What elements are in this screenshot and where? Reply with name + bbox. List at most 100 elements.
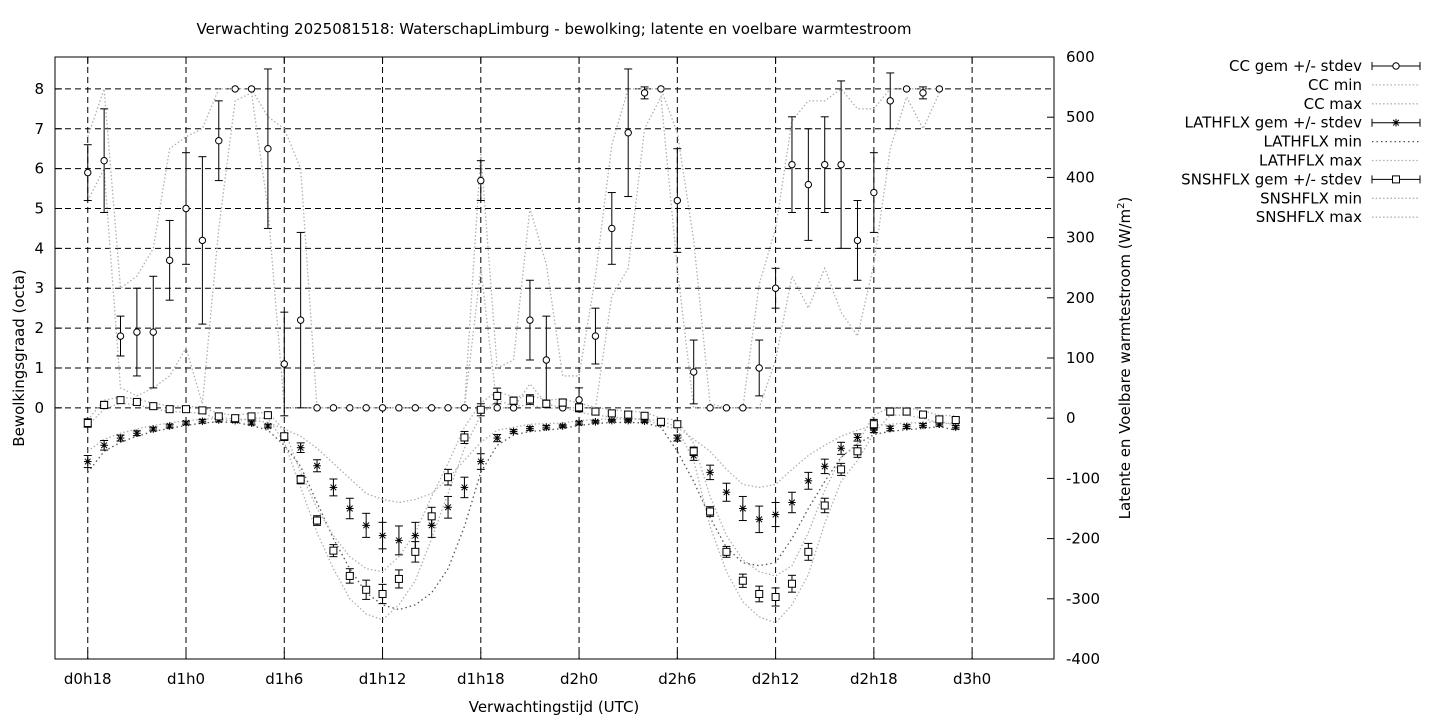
star-stroke	[608, 417, 616, 424]
data-point	[84, 168, 92, 177]
star-stroke	[805, 477, 812, 485]
data-point	[493, 404, 501, 412]
data-point	[656, 417, 665, 426]
data-point	[886, 97, 894, 105]
data-point	[116, 396, 125, 405]
data-point	[100, 156, 108, 165]
x-tick-label: d2h6	[658, 670, 696, 688]
data-point	[706, 468, 714, 477]
y-right-tick-label: -400	[1066, 650, 1100, 668]
data-point	[509, 404, 518, 412]
data-point	[411, 531, 420, 540]
data-point	[902, 85, 911, 93]
data-point	[100, 400, 109, 409]
star-stroke	[1392, 119, 1400, 126]
data-point	[362, 521, 370, 530]
data-point	[411, 547, 420, 556]
star-stroke	[870, 427, 878, 434]
axes: d0h18 d1h0 d1h6 d1h12 d1h18 d2h0 d2h6 d2h12 d2h1…	[34, 48, 1100, 688]
data-point	[869, 420, 878, 429]
legend-marker	[1392, 62, 1400, 70]
y-axis-right-label: Latente en Voelbare warmtestroom (W/m2)	[1116, 197, 1134, 520]
star-stroke	[559, 422, 566, 430]
y-left-tick-label: 8	[34, 80, 44, 98]
star-stroke	[477, 458, 485, 465]
data-point	[165, 405, 174, 414]
x-tick-label: d2h12	[752, 670, 800, 688]
data-point	[362, 585, 371, 594]
data-point	[378, 404, 387, 412]
data-point	[886, 424, 895, 433]
data-point	[607, 409, 616, 418]
y-axis-left-label: Bewolkingsgraad (octa)	[10, 269, 28, 446]
series-line-snshflx-min	[87, 399, 956, 624]
data-point	[820, 501, 829, 510]
star-stroke	[526, 425, 534, 432]
data-point	[329, 546, 338, 555]
data-point	[395, 404, 403, 412]
data-point	[951, 416, 960, 425]
y-right-tick-label: 0	[1066, 409, 1076, 427]
data-point	[902, 422, 911, 431]
star-stroke	[362, 522, 370, 529]
star-stroke	[248, 419, 255, 427]
data-point	[821, 160, 829, 169]
legend-label: CC gem +/- stdev	[1229, 57, 1362, 75]
data-point	[198, 406, 207, 415]
y-right-tick-label: -300	[1066, 590, 1100, 608]
data-point	[296, 443, 305, 452]
star-stroke	[182, 419, 190, 427]
data-point	[394, 574, 403, 583]
data-point	[739, 404, 747, 412]
data-point	[313, 404, 321, 412]
data-point	[673, 196, 682, 205]
data-point	[755, 364, 763, 372]
data-point	[591, 332, 600, 340]
data-point	[722, 547, 731, 556]
data-point	[804, 180, 813, 189]
data-point	[640, 411, 649, 420]
star-stroke	[461, 484, 468, 491]
chart-title: Verwachting 2025081518: WaterschapLimbur…	[197, 20, 912, 38]
y-axis-right-label-main: Latente en Voelbare warmtestroom (W/m	[1116, 209, 1134, 519]
y-right-tick-label: 300	[1066, 229, 1095, 247]
data-point	[296, 316, 305, 324]
star-stroke	[264, 422, 272, 430]
legend-label: LATHFLX gem +/- stdev	[1184, 114, 1362, 132]
y-left-tick-label: 6	[34, 160, 44, 178]
y-right-tick-label: 100	[1066, 349, 1095, 367]
y-left-tick-label: 5	[34, 199, 44, 217]
y-right-tick-label: -100	[1066, 469, 1100, 487]
data-point	[788, 160, 796, 169]
data-point	[378, 589, 387, 598]
data-point	[673, 420, 682, 429]
data-point	[591, 418, 600, 426]
data-point	[280, 360, 288, 368]
data-point	[116, 332, 125, 340]
data-point	[132, 397, 141, 406]
data-point	[870, 188, 878, 197]
y-right-tick-label: -200	[1066, 530, 1100, 548]
data-point	[329, 483, 338, 492]
data-point	[853, 433, 862, 442]
data-point	[509, 427, 518, 436]
y-right-tick-label: 600	[1066, 48, 1095, 66]
y-left-tick-label: 2	[34, 319, 44, 337]
star-stroke	[444, 504, 452, 511]
data-point	[771, 284, 780, 292]
star-stroke	[297, 444, 304, 451]
data-point	[853, 447, 862, 456]
y-left-tick-label: 0	[34, 399, 44, 417]
data-point	[149, 328, 157, 336]
data-point	[247, 85, 256, 93]
data-point	[493, 434, 501, 442]
star-stroke	[166, 422, 173, 430]
data-point	[853, 236, 862, 245]
data-point	[919, 89, 927, 97]
data-point	[804, 547, 813, 556]
data-point	[739, 504, 747, 513]
data-point	[837, 444, 845, 453]
star-stroke	[821, 463, 828, 470]
series-snshflx-gem-stdev	[83, 387, 960, 607]
star-stroke	[756, 516, 763, 523]
